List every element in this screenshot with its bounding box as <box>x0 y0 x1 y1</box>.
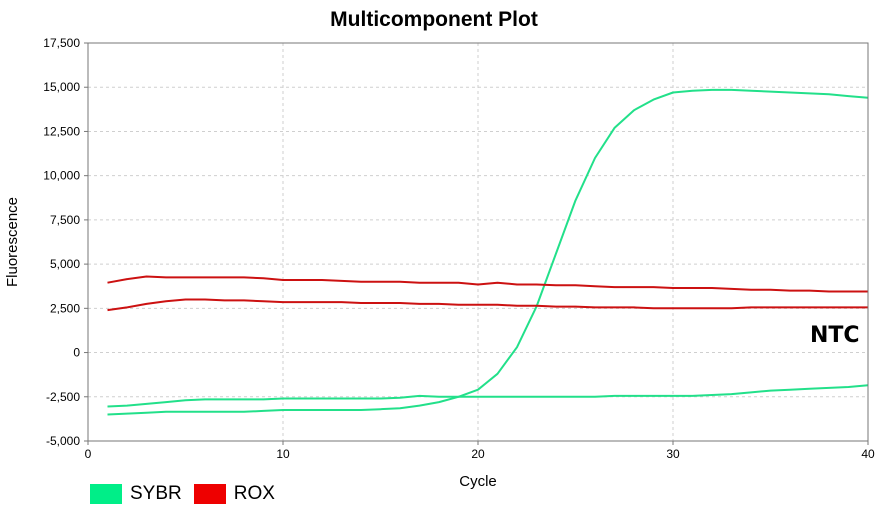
chart-title: Multicomponent Plot <box>330 8 538 31</box>
y-tick-label: 7,500 <box>50 213 80 227</box>
y-tick-label: 2,500 <box>50 301 80 315</box>
plot-series <box>107 88 869 416</box>
x-tick-label: 40 <box>861 447 875 461</box>
legend-item-sybr[interactable]: SYBR <box>90 483 182 505</box>
series-line-rox-3 <box>107 275 868 293</box>
y-tick-label: 5,000 <box>50 257 80 271</box>
ntc-annotation: NTC <box>810 323 860 348</box>
series-line-sybr-2 <box>107 88 869 416</box>
grid <box>87 42 869 442</box>
legend-label-rox: ROX <box>233 483 275 504</box>
x-axis-label: Cycle <box>459 473 497 490</box>
legend-label-sybr: SYBR <box>130 483 182 504</box>
y-tick-label: 0 <box>73 346 80 360</box>
y-tick-label: -2,500 <box>46 390 80 404</box>
y-tick-label: 15,000 <box>43 80 80 94</box>
series-line-rox-4 <box>107 298 868 312</box>
series-line-sybr-1 <box>107 384 869 408</box>
legend-swatch-rox <box>193 484 226 504</box>
y-axis-label: Fluorescence <box>4 197 21 287</box>
y-tick-label: -5,000 <box>46 434 80 448</box>
x-tick-label: 20 <box>471 447 485 461</box>
x-tick-label: 10 <box>276 447 290 461</box>
x-tick-label: 0 <box>85 447 92 461</box>
y-tick-label: 12,500 <box>43 124 80 138</box>
chart-legend: SYBR ROX <box>90 482 287 506</box>
y-tick-label: 17,500 <box>43 36 80 50</box>
legend-item-rox[interactable]: ROX <box>193 483 275 505</box>
legend-swatch-sybr <box>90 484 122 504</box>
y-tick-label: 10,000 <box>43 169 80 183</box>
axis-ticks: 0 10 20 30 40 -5,000 -2,500 0 2,500 5,000 7,500 10,… <box>43 36 875 461</box>
x-tick-label: 30 <box>666 447 680 461</box>
